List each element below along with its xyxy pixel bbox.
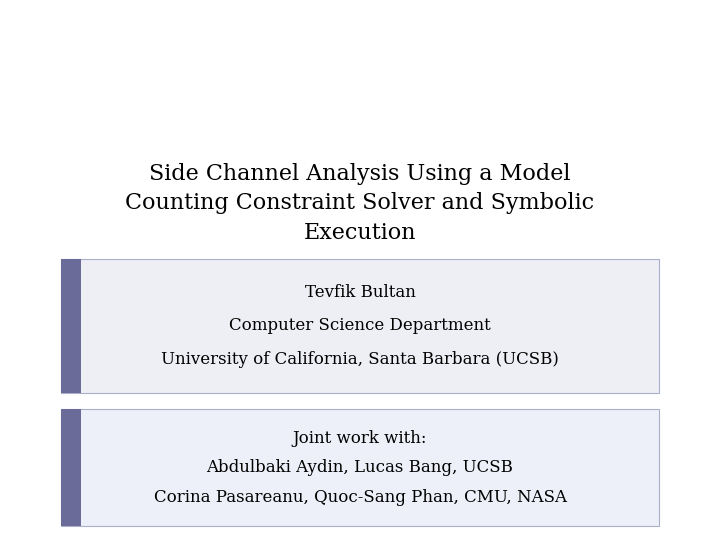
Text: University of California, Santa Barbara (UCSB): University of California, Santa Barbara … xyxy=(161,351,559,368)
Text: Tevfik Bultan: Tevfik Bultan xyxy=(305,284,415,301)
FancyBboxPatch shape xyxy=(61,409,81,526)
Text: Corina Pasareanu, Quoc-Sang Phan, CMU, NASA: Corina Pasareanu, Quoc-Sang Phan, CMU, N… xyxy=(153,488,567,506)
Text: Computer Science Department: Computer Science Department xyxy=(229,317,491,334)
Text: Joint work with:: Joint work with: xyxy=(293,430,427,447)
FancyBboxPatch shape xyxy=(61,409,659,526)
FancyBboxPatch shape xyxy=(61,259,81,393)
FancyBboxPatch shape xyxy=(61,259,659,393)
Text: Abdulbaki Aydin, Lucas Bang, UCSB: Abdulbaki Aydin, Lucas Bang, UCSB xyxy=(207,460,513,476)
Text: Side Channel Analysis Using a Model
Counting Constraint Solver and Symbolic
Exec: Side Channel Analysis Using a Model Coun… xyxy=(125,163,595,244)
